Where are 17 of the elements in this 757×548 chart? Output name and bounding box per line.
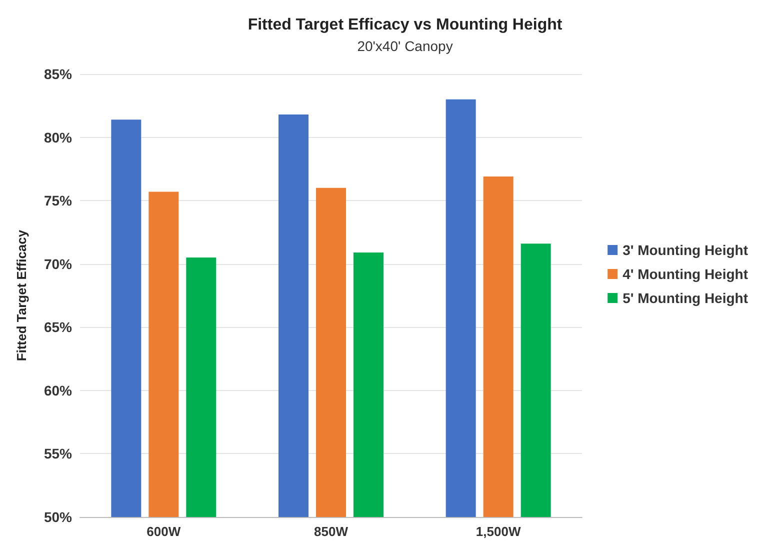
y-tick-label: 70% xyxy=(44,256,73,272)
legend-label: 3' Mounting Height xyxy=(622,242,748,258)
y-tick-label: 55% xyxy=(44,446,73,462)
y-axis-title: Fitted Target Efficacy xyxy=(14,229,29,362)
x-tick-label: 850W xyxy=(314,524,349,539)
chart-subtitle: 20'x40' Canopy xyxy=(357,38,453,54)
legend-label: 5' Mounting Height xyxy=(622,290,748,306)
y-tick-label: 65% xyxy=(44,319,73,336)
legend-label: 4' Mounting Height xyxy=(622,266,748,282)
x-tick-label: 1,500W xyxy=(476,524,522,539)
y-tick-label: 85% xyxy=(44,66,73,82)
y-tick-label: 75% xyxy=(44,192,73,209)
y-tick-label: 80% xyxy=(44,129,73,146)
x-tick-label: 600W xyxy=(146,524,182,539)
y-tick-label: 60% xyxy=(44,382,73,398)
chart-title: Fitted Target Efficacy vs Mounting Height xyxy=(248,16,563,34)
y-tick-label: 50% xyxy=(44,509,73,525)
